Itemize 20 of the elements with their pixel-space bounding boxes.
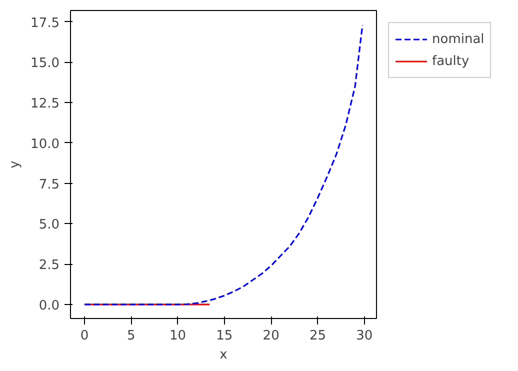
y-tick-label: 5.0 (38, 218, 60, 233)
y-tick-label: 7.5 (38, 177, 60, 192)
y-tick-label: 12.5 (30, 96, 60, 112)
x-axis-title: x (220, 348, 228, 362)
y-tick-label: 0.0 (38, 298, 60, 314)
y-tick-label: 10.0 (30, 136, 60, 152)
x-tick-label: 15 (216, 328, 233, 344)
x-tick-label: 25 (309, 328, 326, 344)
y-tick-label: 17.5 (30, 16, 60, 31)
x-tick-label: 20 (262, 328, 280, 344)
x-tick-label: 10 (170, 328, 186, 344)
line-series (84, 24, 364, 306)
legend-label: nominal (432, 32, 484, 46)
legend-label: faulty (432, 54, 470, 68)
x-tick-label: 30 (356, 328, 373, 344)
x-tick-label: 0 (80, 328, 89, 344)
y-axis-title: y (8, 160, 23, 168)
x-tick-label: 5 (127, 328, 136, 344)
y-tick-label: 15.0 (30, 56, 60, 72)
y-tick-label: 2.5 (38, 258, 60, 274)
